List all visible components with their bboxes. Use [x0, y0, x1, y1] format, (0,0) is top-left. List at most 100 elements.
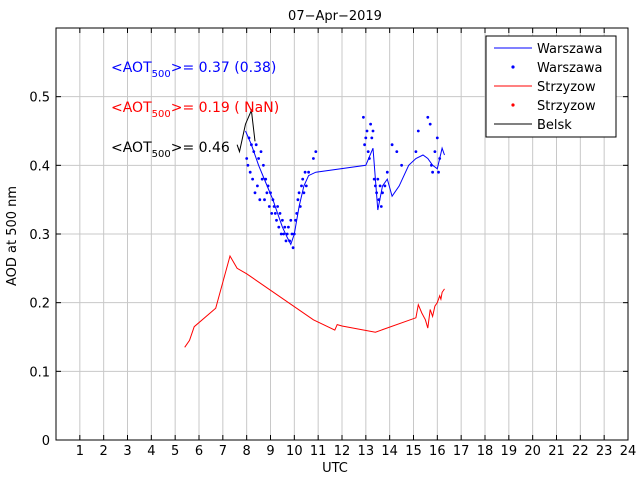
- chart-title: 07−Apr−2019: [288, 9, 382, 24]
- data-point-warszawa: [256, 184, 259, 188]
- axis-ticks: 1 2 3 4 5 6 7 8 9 10 11 12 13 14 15 16 17 18 19 20 21 22 23 240…: [29, 27, 637, 459]
- y-axis-label: AOD at 500 nm: [5, 186, 20, 286]
- legend-dot-swatch: [511, 103, 515, 107]
- x-tick-label: 5: [171, 444, 179, 459]
- data-point-warszawa: [364, 136, 368, 140]
- legend-label: Belsk: [537, 118, 572, 133]
- data-point-warszawa: [390, 143, 394, 147]
- data-point-warszawa: [287, 225, 290, 229]
- x-tick-label: 2: [100, 444, 108, 459]
- data-point-warszawa: [385, 170, 389, 174]
- data-point-warszawa: [277, 225, 281, 229]
- data-point-warszawa: [275, 218, 278, 222]
- data-point-warszawa: [272, 205, 276, 208]
- annotation-value: >= 0.19 ( NaN): [171, 100, 279, 116]
- data-point-warszawa: [298, 205, 302, 208]
- data-point-warszawa: [431, 170, 434, 174]
- x-tick-label: 22: [572, 444, 589, 459]
- data-point-warszawa: [276, 205, 279, 208]
- data-point-warszawa: [294, 218, 297, 222]
- x-tick-label: 24: [620, 444, 637, 459]
- grid: [56, 28, 628, 440]
- y-tick-label: 0: [42, 434, 50, 449]
- x-tick-label: 15: [405, 444, 422, 459]
- y-tick-label: 0.4: [29, 159, 50, 174]
- x-tick-label: 13: [358, 444, 375, 459]
- data-point-warszawa: [369, 122, 372, 126]
- data-point-warszawa: [438, 157, 442, 160]
- data-point-warszawa: [271, 198, 275, 202]
- x-tick-label: 6: [195, 444, 203, 459]
- legend-label: Warszawa: [537, 61, 603, 76]
- data-point-warszawa: [416, 129, 420, 133]
- annotation-value: >= 0.46: [171, 140, 230, 156]
- data-point-warszawa: [257, 157, 260, 160]
- mean-aot-annotation: <AOT500>= 0.37 (0.38): [111, 60, 276, 80]
- y-tick-label: 0.1: [29, 365, 50, 380]
- data-point-warszawa: [291, 246, 295, 250]
- series-line-strzyzow: [184, 254, 445, 348]
- x-tick-label: 14: [381, 444, 398, 459]
- annotation-prefix: <AOT: [111, 60, 152, 76]
- x-tick-label: 21: [548, 444, 565, 459]
- data-point-warszawa: [368, 157, 371, 160]
- data-point-warszawa: [365, 129, 369, 133]
- data-point-warszawa: [258, 198, 262, 202]
- data-point-warszawa: [253, 191, 257, 195]
- data-point-warszawa: [383, 184, 387, 188]
- y-tick-label: 0.3: [29, 228, 50, 243]
- annotation-subscript: 500: [152, 69, 171, 80]
- data-point-warszawa: [248, 170, 252, 174]
- data-point-warszawa: [247, 136, 251, 140]
- data-point-warszawa: [266, 184, 270, 188]
- data-point-warszawa: [430, 163, 433, 167]
- y-tick-label: 0.5: [29, 91, 50, 106]
- series-line-belsk: [236, 108, 256, 154]
- data-point-warszawa: [363, 143, 366, 147]
- data-point-warszawa: [262, 163, 265, 167]
- data-point-warszawa: [288, 239, 291, 243]
- annotation-prefix: <AOT: [111, 140, 152, 156]
- mean-aot-annotation: <AOT500>= 0.19 ( NaN): [111, 100, 279, 120]
- data-point-warszawa: [265, 191, 269, 195]
- x-tick-label: 18: [477, 444, 494, 459]
- data-point-warszawa: [371, 129, 375, 133]
- x-tick-label: 20: [524, 444, 541, 459]
- plot-series: [184, 108, 445, 348]
- data-point-warszawa: [435, 136, 439, 140]
- data-point-warszawa: [377, 198, 381, 202]
- data-point-warszawa: [301, 177, 305, 181]
- data-point-warszawa: [269, 191, 272, 195]
- data-point-warszawa: [278, 212, 282, 215]
- data-point-warszawa: [300, 184, 303, 188]
- data-point-warszawa: [362, 115, 365, 119]
- data-point-warszawa: [273, 212, 277, 215]
- plot-frame: [55, 27, 629, 441]
- data-point-warszawa: [400, 163, 403, 167]
- x-tick-label: 23: [596, 444, 613, 459]
- data-point-warszawa: [246, 163, 250, 167]
- data-point-warszawa: [279, 232, 283, 236]
- mean-aot-annotation: <AOT500>= 0.46: [111, 140, 230, 160]
- data-point-warszawa: [245, 157, 249, 160]
- x-tick-label: 10: [286, 444, 303, 459]
- x-tick-label: 19: [501, 444, 518, 459]
- x-tick-label: 4: [147, 444, 155, 459]
- legend-label: Strzyzow: [537, 99, 596, 114]
- legend-dot-swatch: [511, 65, 515, 69]
- data-point-warszawa: [304, 184, 308, 188]
- y-tick-label: 0.2: [29, 297, 50, 312]
- data-point-warszawa: [259, 150, 263, 154]
- annotation-value: >= 0.37 (0.38): [171, 60, 277, 76]
- data-point-warszawa: [297, 191, 301, 195]
- data-point-warszawa: [374, 184, 377, 188]
- x-tick-label: 12: [334, 444, 351, 459]
- data-point-warszawa: [378, 184, 382, 188]
- data-point-warszawa: [375, 191, 378, 195]
- data-point-warszawa: [428, 122, 432, 126]
- x-tick-label: 7: [219, 444, 227, 459]
- data-point-warszawa: [267, 205, 271, 208]
- data-point-warszawa: [437, 170, 440, 174]
- data-point-warszawa: [250, 143, 253, 147]
- data-point-warszawa: [270, 212, 274, 215]
